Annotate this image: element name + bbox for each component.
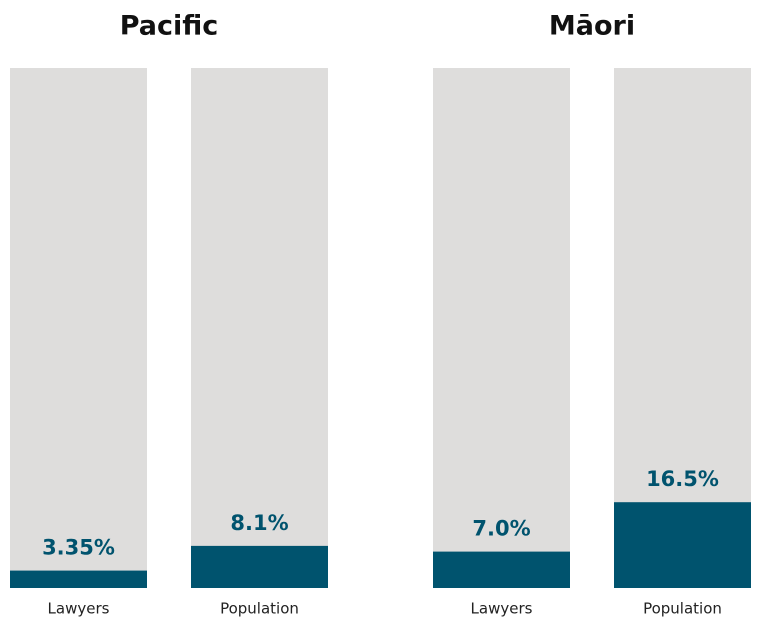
bar-track (614, 68, 751, 588)
chart-title: Māori (549, 11, 635, 42)
chart-title: Pacific (120, 11, 219, 42)
category-label: Lawyers (471, 600, 533, 618)
value-label: 8.1% (230, 511, 288, 535)
bar (191, 545, 328, 588)
bar (614, 502, 751, 588)
value-label: 7.0% (472, 517, 530, 541)
category-label: Population (220, 600, 299, 618)
bar-track (191, 68, 328, 588)
value-label: 3.35% (42, 536, 115, 560)
value-label: 16.5% (646, 467, 719, 491)
category-label: Lawyers (48, 600, 110, 618)
bar (10, 570, 147, 588)
category-label: Population (643, 600, 722, 618)
bar-track (433, 68, 570, 588)
bar-track (10, 68, 147, 588)
bar (433, 551, 570, 588)
